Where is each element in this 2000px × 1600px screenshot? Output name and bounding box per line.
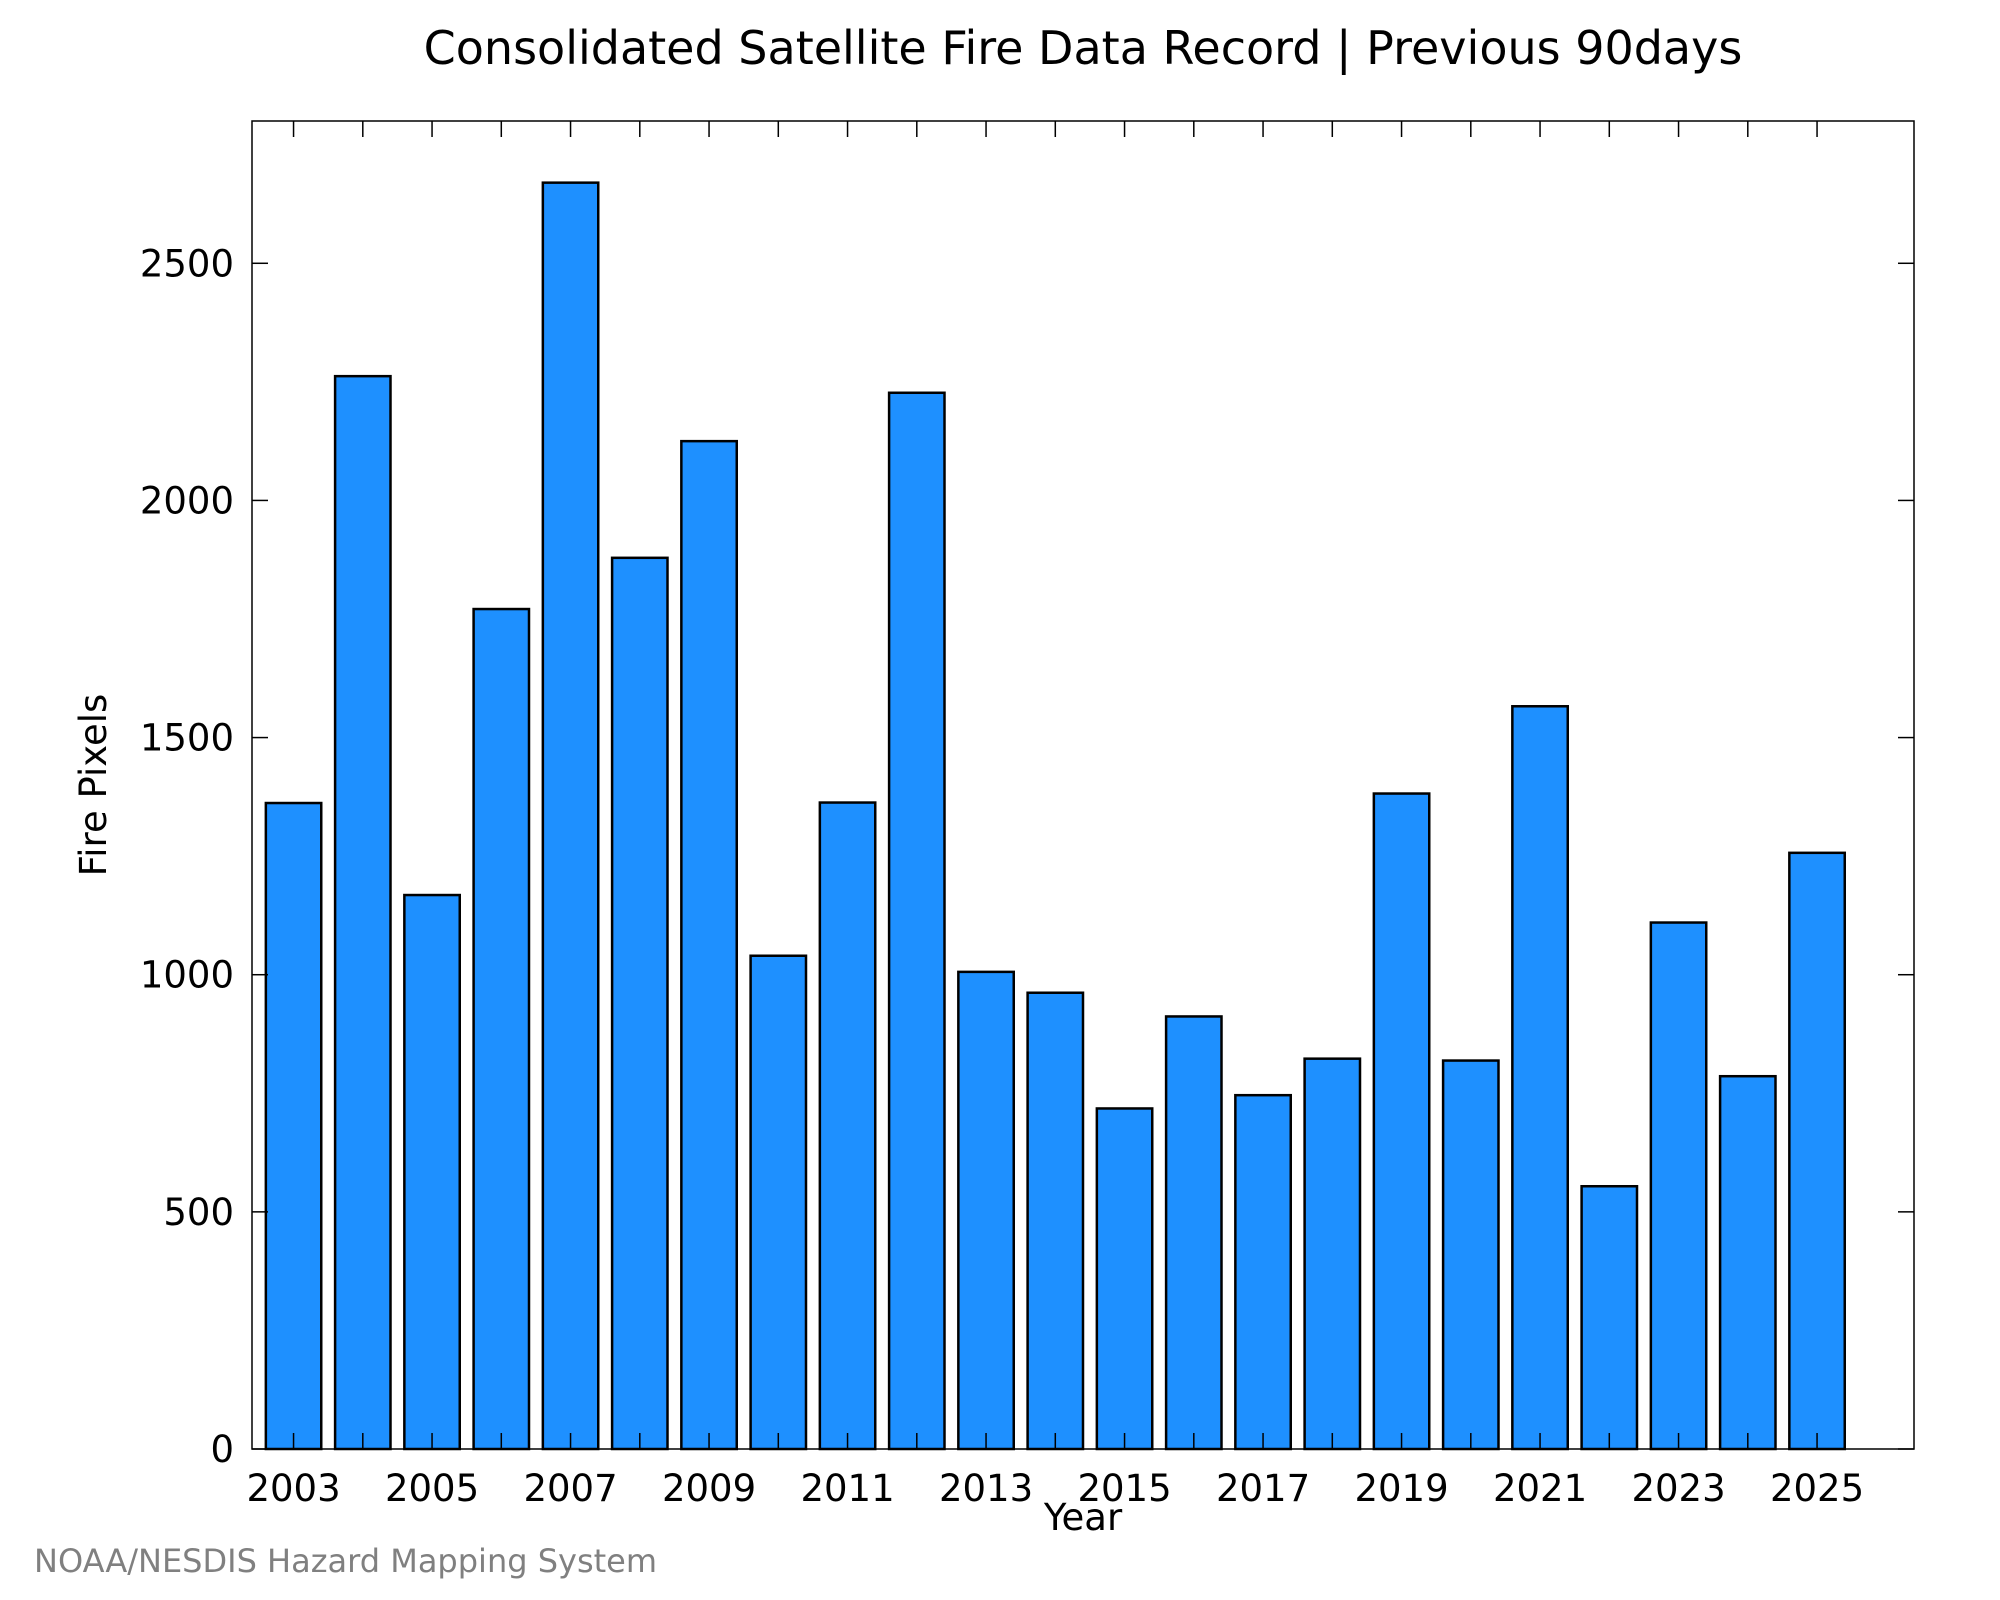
bar-2020 bbox=[1441, 1059, 1500, 1451]
bar-2007 bbox=[541, 181, 600, 1451]
bar-2006 bbox=[472, 607, 531, 1451]
x-axis-label: Year bbox=[1043, 1496, 1123, 1539]
bar-2004 bbox=[333, 374, 392, 1451]
y-tick-label: 2500 bbox=[140, 242, 234, 285]
credit-text: NOAA/NESDIS Hazard Mapping System bbox=[34, 1542, 657, 1580]
y-tick-labels: 0 500 1000 1500 2000 2500 bbox=[140, 242, 234, 1471]
chart-title: Consolidated Satellite Fire Data Record … bbox=[424, 21, 1743, 76]
bar-2019 bbox=[1372, 792, 1431, 1451]
x-tick-label: 2013 bbox=[939, 1467, 1033, 1510]
bar-2011 bbox=[818, 801, 877, 1451]
bar-2025 bbox=[1788, 851, 1846, 1451]
x-tick-label: 2009 bbox=[662, 1467, 756, 1510]
ticks-group bbox=[252, 121, 1914, 1450]
x-tick-label: 2017 bbox=[1216, 1467, 1310, 1510]
x-tick-label: 2015 bbox=[1077, 1467, 1171, 1510]
bar-2009 bbox=[680, 439, 738, 1451]
bar-2014 bbox=[1026, 991, 1085, 1451]
bar-2022 bbox=[1580, 1184, 1639, 1451]
x-tick-label: 2025 bbox=[1770, 1467, 1864, 1510]
x-tick-label: 2003 bbox=[246, 1467, 340, 1510]
bar-2024 bbox=[1718, 1074, 1777, 1451]
x-tick-label: 2005 bbox=[385, 1467, 479, 1510]
bar-2021 bbox=[1511, 705, 1569, 1451]
y-axis-label: Fire Pixels bbox=[72, 694, 115, 877]
bar-2016 bbox=[1164, 1015, 1223, 1451]
x-tick-label: 2023 bbox=[1631, 1467, 1725, 1510]
bar-2018 bbox=[1303, 1057, 1362, 1451]
bar-2012 bbox=[887, 391, 946, 1451]
bar-2003 bbox=[264, 801, 323, 1451]
y-tick-label: 0 bbox=[210, 1428, 234, 1471]
x-tick-labels: 2003 2005 2007 2009 2011 2013 2015 2017 2019 2021… bbox=[246, 1467, 1864, 1510]
y-tick-label: 500 bbox=[163, 1191, 234, 1234]
x-tick-label: 2011 bbox=[800, 1467, 894, 1510]
y-tick-label: 1000 bbox=[140, 954, 234, 997]
bar-2023 bbox=[1649, 921, 1708, 1451]
bar-2015 bbox=[1095, 1107, 1154, 1451]
bar-2008 bbox=[610, 556, 669, 1451]
bar-2010 bbox=[749, 954, 808, 1451]
y-tick-label: 1500 bbox=[140, 717, 234, 760]
bar-2005 bbox=[403, 893, 462, 1451]
bar-2017 bbox=[1234, 1093, 1292, 1451]
bars-group bbox=[264, 181, 1846, 1451]
y-tick-label: 2000 bbox=[140, 479, 234, 522]
x-tick-label: 2007 bbox=[523, 1467, 617, 1510]
x-tick-label: 2021 bbox=[1493, 1467, 1587, 1510]
x-tick-label: 2019 bbox=[1354, 1467, 1448, 1510]
bar-2013 bbox=[957, 970, 1015, 1451]
